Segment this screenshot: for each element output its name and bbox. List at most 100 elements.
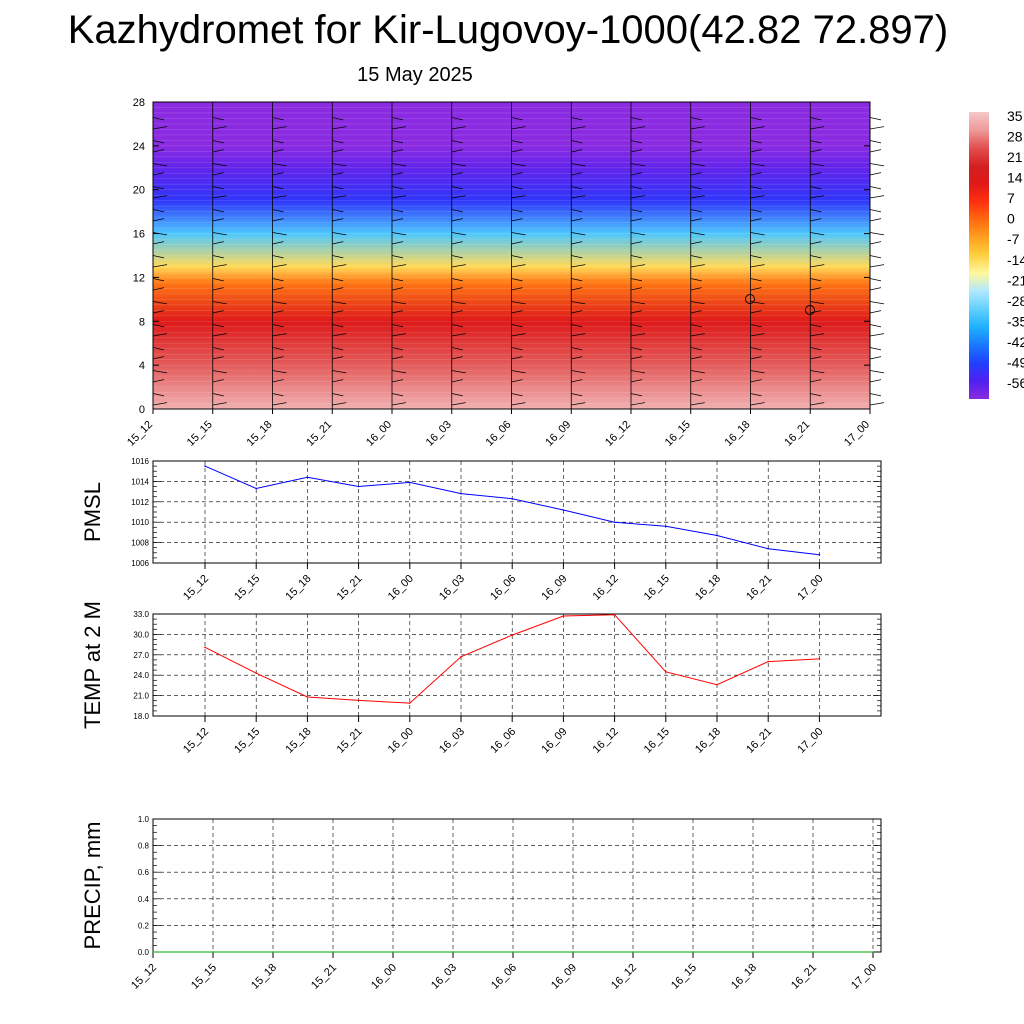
x-tick-label: 15_15 — [189, 962, 219, 992]
x-tick-label: 15_12 — [181, 726, 211, 756]
x-tick-label: 15_18 — [283, 726, 313, 756]
wind-barb — [750, 140, 762, 144]
wind-barb — [212, 172, 224, 176]
y-tick-label: 1012 — [131, 498, 149, 507]
wind-barb — [212, 370, 227, 374]
wind-barb — [152, 393, 165, 397]
wind-barb — [869, 126, 885, 130]
wind-barb — [810, 218, 822, 222]
data-point — [272, 951, 274, 953]
x-tick-label: 15_18 — [245, 419, 275, 449]
wind-barb — [332, 333, 347, 337]
wind-barb — [451, 163, 466, 167]
wind-barb — [750, 218, 762, 222]
wind-barb — [810, 172, 822, 176]
wind-barb — [511, 393, 523, 397]
wind-barb — [869, 379, 882, 383]
y-tick-label: 1014 — [131, 477, 149, 486]
wind-barb — [212, 195, 227, 199]
colorbar-label: 28 — [1007, 129, 1023, 145]
wind-barb — [272, 117, 284, 121]
wind-barb — [869, 218, 882, 222]
wind-barb — [451, 347, 463, 351]
wind-barb — [571, 218, 583, 222]
wind-barb — [690, 117, 702, 121]
y-axis-title: TEMP at 2 M — [80, 601, 105, 729]
wind-barb — [810, 126, 825, 130]
wind-barb — [152, 186, 165, 190]
x-tick-label: 16_06 — [488, 726, 518, 756]
data-point — [665, 525, 667, 528]
wind-barb — [750, 163, 765, 167]
wind-barb — [451, 278, 463, 282]
wind-barb — [750, 264, 765, 268]
wind-barb — [511, 163, 526, 167]
wind-barb — [630, 172, 643, 176]
data-point — [357, 485, 360, 488]
wind-barb — [332, 347, 344, 351]
wind-barb — [272, 310, 284, 314]
wind-barb — [571, 333, 586, 337]
wind-barb — [750, 241, 762, 245]
wind-barb — [630, 209, 643, 213]
wind-barb — [332, 163, 347, 167]
wind-barb — [630, 393, 643, 397]
wind-barb — [869, 232, 885, 236]
wind-barb — [391, 140, 404, 144]
chart-title: Kazhydromet for Kir-Lugovoy-1000(42.82 7… — [67, 8, 949, 52]
y-tick-label: 28 — [133, 97, 145, 109]
x-tick-label: 16_09 — [543, 419, 573, 449]
wind-barb — [571, 356, 583, 360]
data-point — [767, 660, 769, 663]
wind-barb — [212, 126, 227, 130]
x-tick-label: 17_00 — [842, 419, 872, 449]
colorbar-gradient — [969, 112, 989, 399]
wind-barb — [690, 379, 702, 383]
wind-barb — [152, 310, 165, 314]
wind-barb — [332, 117, 344, 121]
wind-barb — [272, 218, 284, 222]
wind-barb — [750, 149, 762, 153]
wind-barb — [212, 140, 224, 144]
wind-barb — [750, 347, 762, 351]
y-tick-label: 12 — [133, 272, 145, 284]
wind-barb — [810, 117, 822, 121]
wind-barb — [212, 186, 224, 190]
wind-barb — [391, 172, 404, 176]
temp-panel: 18.0 21.0 24.0 27.0 30.0 33.0 15_12 15_15 15_18 1… — [80, 601, 882, 756]
x-tick-label: 15_21 — [335, 726, 365, 756]
wind-barb — [750, 287, 762, 291]
wind-barb — [152, 241, 165, 245]
wind-barb — [750, 301, 765, 305]
wind-barb — [391, 195, 407, 199]
wind-barb — [212, 379, 224, 383]
wind-barb — [690, 241, 702, 245]
precip-panel: 0.0 0.2 0.4 0.6 0.8 1.0 15_12 15_15 15_18 15_21 16… — [80, 815, 882, 992]
wind-barb — [690, 287, 702, 291]
wind-barb — [391, 264, 407, 268]
wind-barb — [332, 264, 347, 268]
wind-barb — [690, 255, 702, 259]
y-tick-label: 1008 — [131, 539, 149, 548]
y-tick-label: 1006 — [131, 559, 149, 568]
y-tick-label: 0.0 — [138, 948, 150, 957]
wind-barb — [571, 402, 586, 406]
wind-barb — [869, 140, 882, 144]
wind-barb — [391, 356, 404, 360]
y-tick-label: 0 — [139, 404, 145, 416]
wind-barb — [332, 255, 344, 259]
wind-barb — [511, 301, 526, 305]
data-point — [692, 951, 694, 953]
wind-barb — [451, 287, 463, 291]
wind-barb — [690, 186, 702, 190]
x-tick-label: 16_06 — [484, 419, 514, 449]
wind-barb — [451, 301, 466, 305]
wind-barb — [511, 379, 523, 383]
wind-barb — [212, 255, 224, 259]
wind-barb — [690, 163, 705, 167]
wind-barb — [869, 370, 885, 374]
wind-barb — [451, 255, 463, 259]
wind-barb — [810, 209, 822, 213]
wind-barb — [451, 140, 463, 144]
wind-barb — [332, 232, 347, 236]
